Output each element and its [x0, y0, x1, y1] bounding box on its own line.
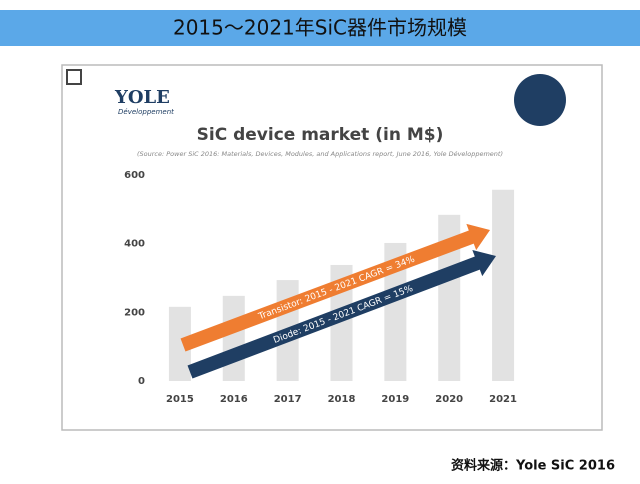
expand-icon	[66, 69, 82, 85]
x-tick-label: 2018	[328, 394, 356, 405]
logo-tagline: Développement	[118, 108, 174, 116]
slide-title: 2015～2021年SiC器件市场规模	[173, 16, 467, 40]
source-note: 资料来源：Yole SiC 2016	[451, 458, 615, 474]
y-tick-label: 400	[124, 239, 145, 250]
bar	[168, 306, 191, 381]
logo-name: YOLE	[114, 87, 170, 108]
arrow-shape	[187, 249, 496, 379]
x-tick-label: 2015	[166, 394, 194, 405]
chart-subtitle: (Source: Power SiC 2016: Materials, Devi…	[137, 150, 503, 158]
y-tick-label: 0	[138, 376, 145, 387]
arrow-shape	[180, 223, 490, 352]
header-bar	[0, 10, 640, 46]
x-tick-label: 2019	[381, 394, 409, 405]
bar	[438, 214, 461, 381]
x-tick-label: 2021	[489, 394, 517, 405]
bar	[492, 189, 515, 381]
x-tick-label: 2017	[274, 394, 302, 405]
x-tick-label: 2016	[220, 394, 248, 405]
y-tick-label: 600	[124, 170, 145, 181]
logo-badge	[514, 74, 566, 126]
bar	[222, 295, 245, 381]
chart-title: SiC device market (in M$)	[197, 125, 444, 145]
bar	[384, 242, 407, 381]
x-tick-label: 2020	[435, 394, 463, 405]
y-tick-label: 200	[124, 307, 145, 318]
